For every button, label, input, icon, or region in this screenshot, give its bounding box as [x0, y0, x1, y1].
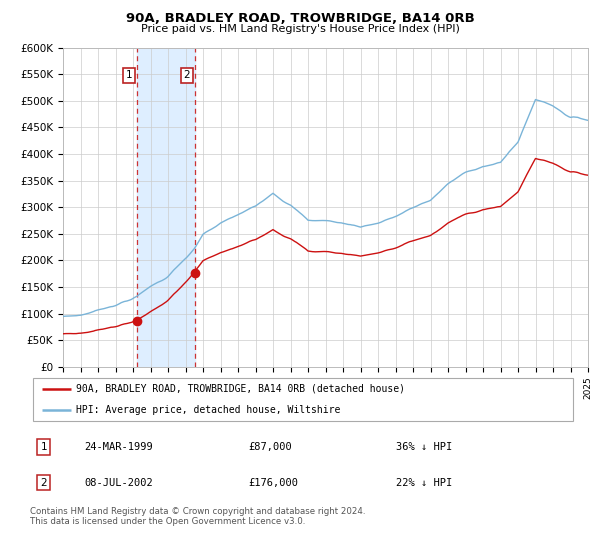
Text: 1: 1 — [40, 442, 47, 452]
Text: 08-JUL-2002: 08-JUL-2002 — [85, 478, 154, 488]
Text: 1: 1 — [126, 70, 133, 80]
Text: 90A, BRADLEY ROAD, TROWBRIDGE, BA14 0RB: 90A, BRADLEY ROAD, TROWBRIDGE, BA14 0RB — [125, 12, 475, 25]
Text: 24-MAR-1999: 24-MAR-1999 — [85, 442, 154, 452]
FancyBboxPatch shape — [33, 378, 573, 421]
Text: 22% ↓ HPI: 22% ↓ HPI — [396, 478, 452, 488]
Text: 36% ↓ HPI: 36% ↓ HPI — [396, 442, 452, 452]
Text: 2: 2 — [40, 478, 47, 488]
Text: 2: 2 — [184, 70, 190, 80]
Text: Contains HM Land Registry data © Crown copyright and database right 2024.
This d: Contains HM Land Registry data © Crown c… — [30, 507, 365, 526]
Text: HPI: Average price, detached house, Wiltshire: HPI: Average price, detached house, Wilt… — [76, 405, 341, 416]
Text: £176,000: £176,000 — [248, 478, 298, 488]
Text: 90A, BRADLEY ROAD, TROWBRIDGE, BA14 0RB (detached house): 90A, BRADLEY ROAD, TROWBRIDGE, BA14 0RB … — [76, 384, 406, 394]
Text: Price paid vs. HM Land Registry's House Price Index (HPI): Price paid vs. HM Land Registry's House … — [140, 24, 460, 34]
Bar — [137, 48, 195, 367]
Text: £87,000: £87,000 — [248, 442, 292, 452]
